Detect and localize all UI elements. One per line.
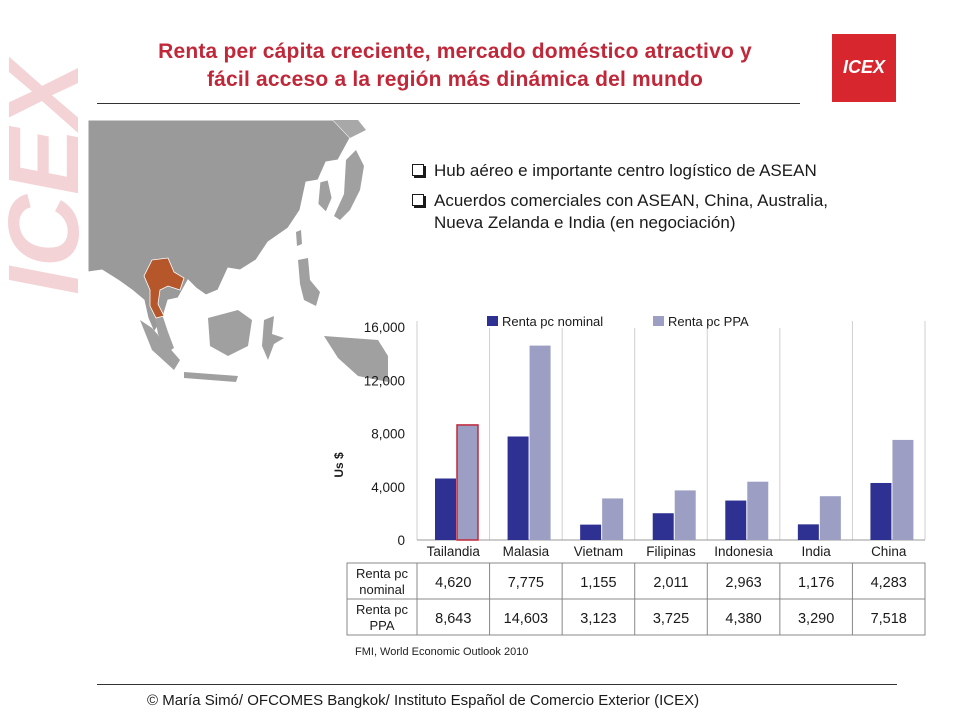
legend-background [466,314,792,328]
table-row-label: PPA [369,618,394,633]
table-row-label: nominal [359,582,405,597]
y-tick-label: 0 [397,533,405,548]
bullet-item: Hub aéreo e importante centro logístico … [412,160,852,182]
title-divider [97,103,800,104]
title-line-1: Renta per cápita creciente, mercado domé… [158,40,752,63]
table-cell: 14,603 [504,611,548,627]
checkbox-bullet-icon [412,164,424,176]
bar-nominal [507,436,529,540]
table-cell: 4,380 [725,611,761,627]
y-tick-label: 4,000 [371,480,405,495]
x-tick-label: India [802,544,832,559]
x-tick-label: Vietnam [574,544,623,559]
asia-map [88,120,388,390]
map-russia [158,120,366,138]
icex-watermark: ICEX [0,56,95,295]
bar-ppa [456,424,479,541]
legend-label-nominal: Renta pc nominal [502,314,603,329]
table-cell: 7,775 [508,575,544,591]
bullet-text: Hub aéreo e importante centro logístico … [434,161,817,180]
table-cell: 2,011 [653,575,688,591]
map-sumatra [140,320,180,370]
table-cell: 4,283 [871,575,907,591]
bar-nominal [652,513,674,540]
map-java [184,372,238,382]
legend-label-ppa: Renta pc PPA [668,314,749,329]
page-title: Renta per cápita creciente, mercado domé… [100,38,810,94]
bullet-text: Acuerdos comerciales con ASEAN, China, A… [434,191,829,232]
map-korea [317,179,333,213]
table-cell: 2,963 [725,575,761,591]
map-philippines [298,258,320,306]
legend-swatch-ppa [653,316,664,326]
bar-nominal [725,500,747,540]
bar-ppa [747,481,769,540]
map-sulawesi [262,316,284,360]
bar-nominal [797,524,819,540]
y-tick-label: 16,000 [364,320,405,335]
footer-credit: © María Simó/ OFCOMES Bangkok/ Instituto… [147,692,700,709]
bar-ppa [602,498,624,540]
bar-ppa [529,345,551,540]
table-cell: 1,155 [580,575,616,591]
y-tick-label: 8,000 [371,427,405,442]
table-cell: 3,290 [798,611,834,627]
y-axis-label: Us $ [332,452,346,478]
table-cell: 3,123 [580,611,616,627]
x-tick-label: Filipinas [646,544,696,559]
x-tick-label: Malasia [503,544,550,559]
map-borneo [208,310,252,356]
title-line-2: fácil acceso a la región más dinámica de… [206,68,704,91]
table-cell: 8,643 [435,611,471,627]
x-tick-label: Tailandia [427,544,481,559]
source-note: FMI, World Economic Outlook 2010 [355,646,529,658]
bar-ppa [819,496,841,540]
bar-nominal [435,478,456,540]
map-newguinea [324,336,388,382]
table-cell: 1,176 [798,575,834,591]
footer-divider [97,684,897,685]
logo-text: ICEX [842,57,885,77]
map-thailand [143,257,185,319]
table-row-label: Renta pc [356,602,409,617]
watermark-text: ICEX [0,56,95,295]
income-chart: 16,000 12,000 8,000 4,000 0 Us $ Renta pc nomi… [332,314,926,636]
map-japan [334,150,364,220]
x-tick-label: China [871,544,907,559]
checkbox-bullet-icon [412,194,424,206]
table-row-label: Renta pc [356,566,409,581]
icex-logo: ICEX [832,34,896,102]
y-tick-label: 12,000 [364,373,405,388]
table-cell: 4,620 [435,575,471,591]
table-cell: 7,518 [871,611,907,627]
bar-nominal [580,524,602,540]
bar-ppa [892,439,914,540]
table-cell: 3,725 [653,611,689,627]
legend-swatch-nominal [487,316,498,326]
bar-nominal [870,482,892,540]
map-taiwan [296,230,302,246]
bullet-item: Acuerdos comerciales con ASEAN, China, A… [412,190,852,234]
bullet-list: Hub aéreo e importante centro logístico … [412,160,852,242]
x-tick-label: Indonesia [714,544,773,559]
bar-ppa [674,490,696,540]
